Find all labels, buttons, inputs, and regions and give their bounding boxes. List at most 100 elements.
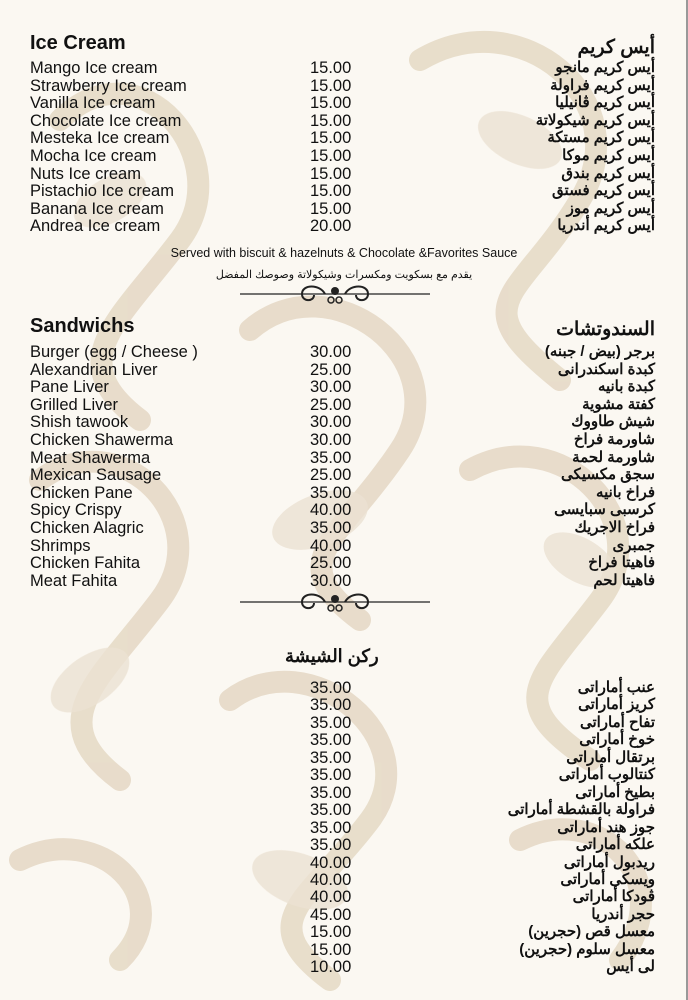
- menu-item-name-en: Meat Shawerma: [30, 448, 151, 467]
- menu-item-price: 30.00: [310, 343, 352, 361]
- menu-item-name-en: Chicken Shawerma: [30, 431, 174, 449]
- menu-item-price: 35.00: [310, 696, 352, 715]
- menu-item-row: Shish tawook 30.00 شيش طاووك: [0, 413, 688, 431]
- menu-item-name-ar: أيس كريم بندق: [561, 164, 655, 182]
- menu-item-name-ar: أيس كريم موكا: [562, 147, 655, 164]
- menu-item-name-en: Mango Ice cream: [30, 59, 158, 77]
- menu-item-price: 40.00: [310, 853, 352, 872]
- menu-item-name-ar: شاورمة فراخ: [573, 431, 655, 448]
- menu-item-name-ar: ريدبول أماراتى: [563, 853, 655, 871]
- menu-item-name-ar: كفتة مشوية: [582, 395, 655, 413]
- menu-item-name-ar: أيس كريم شيكولاتة: [535, 111, 655, 129]
- menu-item-name-ar: تفاح أماراتى: [579, 713, 655, 731]
- menu-item-price: 25.00: [310, 395, 352, 414]
- menu-item-row: Meat Shawerma 35.00 شاورمة لحمة: [0, 449, 688, 467]
- sandwiches-title-en: Sandwichs: [30, 315, 135, 337]
- menu-item-name-ar: معسل سلوم (حجرين): [519, 940, 655, 958]
- menu-item-name-ar: أيس كريم موز: [566, 199, 655, 217]
- menu-item-name-ar: أيس كريم فراولة: [550, 76, 655, 94]
- menu-item-name-ar: لى أيس: [606, 958, 655, 976]
- menu-item-name-ar: علكه أماراتى: [575, 836, 655, 854]
- menu-item-price: 35.00: [310, 713, 352, 732]
- menu-item-name-ar: جوز هند أماراتى: [557, 818, 655, 836]
- menu-item-name-ar: أيس كريم مانجو: [555, 59, 655, 76]
- menu-item-price: 35.00: [310, 836, 352, 855]
- menu-item-price: 25.00: [310, 554, 352, 573]
- menu-item-price: 30.00: [310, 413, 352, 432]
- menu-item-price: 10.00: [310, 958, 352, 977]
- menu-item-row: Alexandrian Liver 25.00 كبدة اسكندرانى: [0, 361, 688, 379]
- menu-item-name-ar: برتقال أماراتى: [566, 748, 655, 766]
- menu-item-price: 15.00: [310, 199, 352, 218]
- menu-item-row: Mesteka Ice cream 15.00 أيس كريم مستكة: [0, 129, 688, 147]
- menu-item-price: 35.00: [310, 783, 352, 802]
- menu-item-name-ar: كبدة بانيه: [597, 378, 655, 396]
- menu-item-row: 35.00 خوخ أماراتى: [0, 731, 688, 749]
- menu-item-price: 25.00: [310, 360, 352, 379]
- menu-item-row: Grilled Liver 25.00 كفتة مشوية: [0, 396, 688, 414]
- menu-item-name-ar: فراولة بالقشطة أماراتى: [507, 801, 655, 819]
- ice-cream-title-en: Ice Cream: [30, 32, 126, 54]
- page-border: [686, 0, 688, 1000]
- menu-item-name-en: Meat Fahita: [30, 571, 118, 590]
- menu-item-name-ar: خوخ أماراتى: [579, 731, 655, 749]
- menu-item-price: 35.00: [310, 519, 352, 537]
- menu-item-name-en: Pistachio Ice cream: [30, 182, 174, 201]
- menu-item-row: Meat Fahita 30.00 فاهيتا لحم: [0, 572, 688, 590]
- menu-item-price: 40.00: [310, 870, 352, 889]
- menu-item-name-en: Chicken Pane: [30, 483, 133, 502]
- menu-item-name-en: Pane Liver: [30, 378, 109, 397]
- menu-item-name-en: Chicken Alagric: [30, 519, 144, 537]
- menu-item-price: 35.00: [310, 801, 352, 820]
- menu-item-price: 35.00: [310, 748, 352, 767]
- menu-item-row: Mocha Ice cream 15.00 أيس كريم موكا: [0, 147, 688, 165]
- menu-item-name-ar: ڤودكا أماراتى: [572, 888, 655, 906]
- menu-item-price: 20.00: [310, 217, 352, 236]
- menu-item-row: 15.00 معسل قص (حجرين): [0, 923, 688, 941]
- menu-item-row: Mango Ice cream 15.00 أيس كريم مانجو: [0, 59, 688, 77]
- menu-item-price: 15.00: [310, 111, 352, 130]
- menu-item-name-ar: بطيخ أماراتى: [575, 783, 655, 801]
- menu-item-row: 35.00 تفاح أماراتى: [0, 714, 688, 732]
- menu-item-price: 40.00: [310, 501, 352, 520]
- menu-item-price: 30.00: [310, 571, 352, 590]
- menu-item-price: 15.00: [310, 923, 352, 942]
- menu-item-row: 10.00 لى أيس: [0, 958, 688, 976]
- menu-item-row: 35.00 برتقال أماراتى: [0, 749, 688, 767]
- menu-item-name-ar: أيس كريم فستق: [552, 182, 655, 200]
- menu-item-price: 15.00: [310, 940, 352, 959]
- menu-item-name-ar: أيس كريم مستكة: [547, 129, 655, 147]
- menu-item-name-en: Banana Ice cream: [30, 199, 164, 218]
- ice-cream-note-ar: يقدم مع بسكويت ومكسرات وشيكولاتة وصوصك ا…: [215, 269, 473, 281]
- menu-item-name-ar: شيش طاووك: [571, 413, 655, 431]
- ice-cream-title-ar: أيس كريم: [577, 37, 655, 58]
- menu-item-price: 15.00: [310, 182, 352, 201]
- menu-item-price: 35.00: [310, 679, 352, 697]
- menu-item-name-en: Shish tawook: [30, 413, 129, 432]
- menu-item-name-en: Strawberry Ice cream: [30, 76, 187, 95]
- menu-item-row: Pistachio Ice cream 15.00 أيس كريم فستق: [0, 182, 688, 200]
- menu-item-name-ar: ويسكى أماراتى: [560, 870, 655, 888]
- menu-item-name-en: Alexandrian Liver: [30, 360, 158, 379]
- menu-item-price: 25.00: [310, 466, 352, 485]
- menu-item-row: 40.00 ريدبول أماراتى: [0, 854, 688, 872]
- menu-item-price: 35.00: [310, 448, 352, 467]
- menu-item-row: 35.00 فراولة بالقشطة أماراتى: [0, 801, 688, 819]
- menu-item-row: 35.00 جوز هند أماراتى: [0, 819, 688, 837]
- menu-item-row: Chicken Pane 35.00 فراخ بانيه: [0, 484, 688, 502]
- menu-item-row: Chicken Shawerma 30.00 شاورمة فراخ: [0, 431, 688, 449]
- menu-item-name-ar: فاهيتا لحم: [593, 571, 655, 589]
- menu-item-price: 15.00: [310, 76, 352, 95]
- menu-item-row: Andrea Ice cream 20.00 أيس كريم أندريا: [0, 217, 688, 235]
- menu-item-row: 40.00 ڤودكا أماراتى: [0, 888, 688, 906]
- menu-item-price: 40.00: [310, 888, 352, 907]
- menu-item-price: 45.00: [310, 905, 352, 924]
- menu-item-name-en: Burger (egg / Cheese ): [30, 343, 198, 361]
- menu-item-row: 35.00 عنب أماراتى: [0, 679, 688, 697]
- menu-item-price: 15.00: [310, 164, 352, 183]
- menu-item-row: Shrimps 40.00 جمبرى: [0, 537, 688, 555]
- menu-item-price: 15.00: [310, 59, 352, 77]
- menu-item-price: 15.00: [310, 147, 352, 165]
- menu-item-name-ar: معسل قص (حجرين): [528, 923, 655, 941]
- menu-item-price: 30.00: [310, 378, 352, 397]
